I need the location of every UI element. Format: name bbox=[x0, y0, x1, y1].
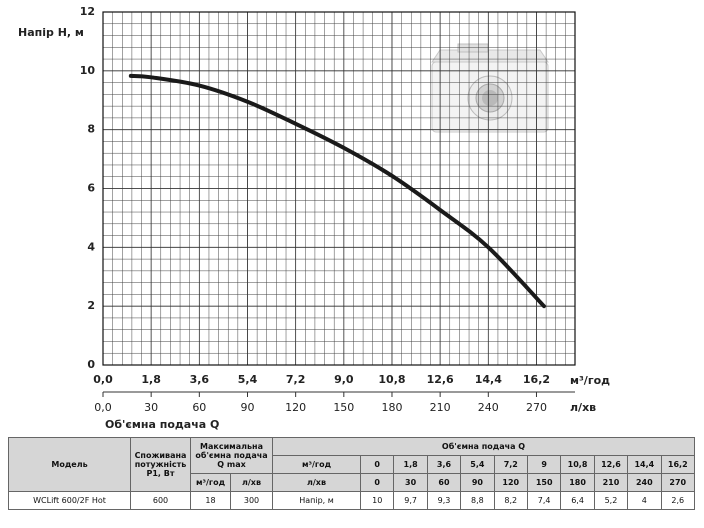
cell: Напір, м bbox=[272, 491, 362, 510]
header-cell: 12,6 bbox=[593, 455, 629, 474]
header-cell: 9 bbox=[526, 455, 562, 474]
cell: 9,7 bbox=[393, 491, 428, 510]
x2-tick-label: 180 bbox=[381, 401, 402, 414]
header-cell: Об'ємна подача Q bbox=[272, 437, 695, 456]
header-cell: Максимальна об'ємна подача Q max bbox=[189, 437, 274, 474]
cell: 8,2 bbox=[493, 491, 528, 510]
cell: 10 bbox=[360, 491, 395, 510]
header-cell: 0 bbox=[360, 473, 395, 492]
x2-tick-label: 60 bbox=[192, 401, 206, 414]
x2-tick-label: 90 bbox=[240, 401, 254, 414]
curve bbox=[128, 73, 546, 309]
y-tick-label: 10 bbox=[80, 64, 96, 77]
x-tick-label: 0,0 bbox=[93, 373, 113, 386]
header-cell: Споживана потужність Р1, Вт bbox=[130, 437, 191, 492]
cell: 2,6 bbox=[660, 491, 696, 510]
x-tick-label: 10,8 bbox=[378, 373, 405, 386]
y-tick-label: 4 bbox=[87, 240, 95, 253]
x-tick-label: 3,6 bbox=[190, 373, 210, 386]
header-cell: л/хв bbox=[229, 473, 274, 492]
cell: 18 bbox=[190, 491, 231, 510]
header-cell: 0 bbox=[360, 455, 395, 474]
header-cell: Модель bbox=[8, 437, 131, 492]
cell: 4 bbox=[627, 491, 662, 510]
y-axis-title: Напір H, м bbox=[18, 26, 84, 39]
cell: 6,4 bbox=[560, 491, 595, 510]
header-cell: м³/год bbox=[272, 455, 362, 474]
header-cell: 30 bbox=[393, 473, 428, 492]
cell: 8,8 bbox=[460, 491, 495, 510]
header-cell: 240 bbox=[627, 473, 662, 492]
header-cell: 14,4 bbox=[627, 455, 662, 474]
data-table: Модель Споживана потужність Р1, Вт Макси… bbox=[8, 437, 696, 510]
header-cell: 3,6 bbox=[426, 455, 462, 474]
cell: WCLift 600/2F Hot bbox=[8, 491, 131, 510]
cell: 7,4 bbox=[526, 491, 562, 510]
plot-frame bbox=[102, 11, 576, 366]
x2-tick-label: 240 bbox=[478, 401, 499, 414]
header-cell: 210 bbox=[593, 473, 629, 492]
header-cell: 5,4 bbox=[460, 455, 495, 474]
cell: 600 bbox=[130, 491, 191, 510]
header-cell: 16,2 bbox=[660, 455, 696, 474]
x-tick-label: 9,0 bbox=[334, 373, 354, 386]
x-axis-title: Об'ємна подача Q bbox=[105, 418, 219, 431]
header-cell: 10,8 bbox=[560, 455, 595, 474]
x2-tick-label: 210 bbox=[430, 401, 451, 414]
header-cell: 270 bbox=[660, 473, 696, 492]
x-tick-label: 16,2 bbox=[523, 373, 550, 386]
x2-unit: л/хв bbox=[570, 401, 596, 414]
y-tick-label: 0 bbox=[87, 358, 95, 371]
x-tick-label: 1,8 bbox=[141, 373, 161, 386]
header-cell: 90 bbox=[460, 473, 495, 492]
product-photo bbox=[410, 22, 575, 165]
x-tick-label: 14,4 bbox=[475, 373, 502, 386]
header-cell: л/хв bbox=[272, 473, 362, 492]
y-tick-label: 12 bbox=[80, 5, 95, 18]
chart: Напір H, м м³/год л/хв Об'ємна подача Q … bbox=[18, 5, 610, 431]
header-cell: 60 bbox=[426, 473, 462, 492]
x2-tick-label: 30 bbox=[144, 401, 158, 414]
x-tick-label: 5,4 bbox=[238, 373, 258, 386]
x-tick-label: 7,2 bbox=[286, 373, 306, 386]
header-cell: м³/год bbox=[190, 473, 231, 492]
y-tick-label: 2 bbox=[87, 299, 95, 312]
header-cell: 7,2 bbox=[493, 455, 528, 474]
x2-tick-label: 150 bbox=[333, 401, 354, 414]
x-tick-label: 12,6 bbox=[427, 373, 454, 386]
y-tick-label: 6 bbox=[87, 182, 95, 195]
header-cell: 180 bbox=[560, 473, 595, 492]
x2-tick-label: 120 bbox=[285, 401, 306, 414]
header-cell: 1,8 bbox=[393, 455, 428, 474]
header-cell: 150 bbox=[526, 473, 562, 492]
x2-tick-label: 0,0 bbox=[94, 401, 112, 414]
cell: 300 bbox=[229, 491, 274, 510]
header-cell: 120 bbox=[493, 473, 528, 492]
x2-tick-label: 270 bbox=[526, 401, 547, 414]
y-tick-label: 8 bbox=[87, 123, 95, 136]
x-unit: м³/год bbox=[570, 374, 610, 387]
cell: 5,2 bbox=[593, 491, 629, 510]
cell: 9,3 bbox=[426, 491, 462, 510]
